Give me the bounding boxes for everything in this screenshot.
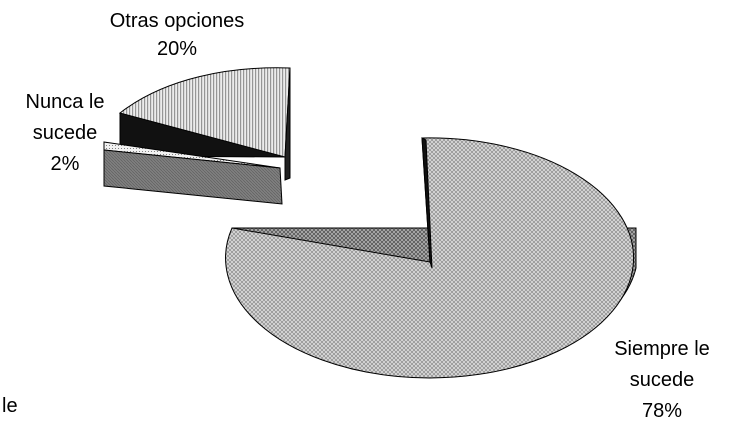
pie-slice-otras-opciones <box>118 67 291 181</box>
siempre-label-pct: 78% <box>642 400 682 422</box>
slice-label-siempre-le-sucede: Siempre le sucede 78% <box>614 338 710 422</box>
nunca-label-line1: Nunca le <box>26 91 105 113</box>
siempre-label-line2: sucede <box>630 369 695 391</box>
slice-otras-side <box>284 67 291 181</box>
slice-nunca-side <box>103 149 283 205</box>
nunca-label-line2: sucede <box>33 122 98 144</box>
otras-label-pct: 20% <box>157 38 197 60</box>
slice-siempre-wall <box>421 137 433 269</box>
slice-label-otras-opciones: Otras opciones 20% <box>110 10 245 60</box>
otras-label-line1: Otras opciones <box>110 10 245 32</box>
pie-slice-nunca-le-sucede <box>103 141 283 205</box>
nunca-label-pct: 2% <box>51 153 80 175</box>
slice-label-nunca-le-sucede: Nunca le sucede 2% <box>26 91 105 175</box>
slice-siempre-top <box>225 137 635 379</box>
siempre-label-line1: Siempre le <box>614 338 710 360</box>
pie-slice-siempre-le-sucede <box>225 137 637 379</box>
stray-text-fragment: le <box>2 395 18 417</box>
